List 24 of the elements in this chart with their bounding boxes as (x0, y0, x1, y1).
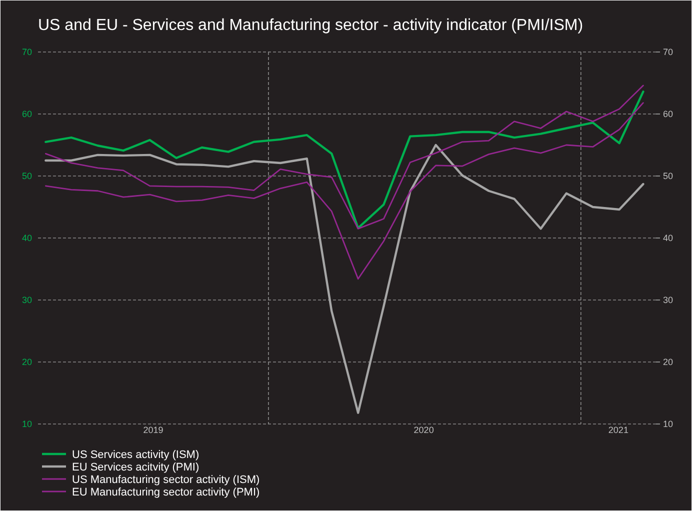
x-tick-label: 2019 (143, 425, 164, 435)
y-tick-label: 20 (22, 357, 32, 368)
y2-tick-label: 70 (663, 47, 674, 58)
legend-label: EU Services acitvity (PMI) (72, 461, 200, 474)
chart-title: US and EU - Services and Manufacturing sector - activity indicator (PMI/ISM) (38, 17, 584, 34)
y2-tick-label: 40 (663, 233, 674, 244)
legend-label: EU Manufacturing sector activity (PMI) (72, 486, 260, 498)
y-tick-label: 40 (22, 233, 32, 244)
y-tick-label: 50 (22, 171, 32, 182)
legend-label: US Manufacturing sector activity (ISM) (72, 474, 260, 486)
y2-tick-label: 60 (663, 109, 674, 120)
y-tick-label: 10 (22, 419, 32, 430)
y2-tick-label: 20 (663, 357, 674, 368)
y2-tick-label: 30 (663, 295, 674, 306)
x-tick-label: 2020 (414, 425, 434, 435)
legend-label: US Services activity (ISM) (72, 448, 200, 461)
line-series (44, 144, 644, 414)
y2-tick-label: 10 (663, 419, 674, 430)
x-tick-label: 2021 (608, 425, 628, 435)
line-series (44, 102, 644, 280)
y-tick-label: 60 (22, 109, 32, 120)
y-tick-label: 30 (22, 295, 32, 306)
y2-tick-label: 50 (663, 171, 674, 182)
y-tick-label: 70 (22, 47, 32, 58)
